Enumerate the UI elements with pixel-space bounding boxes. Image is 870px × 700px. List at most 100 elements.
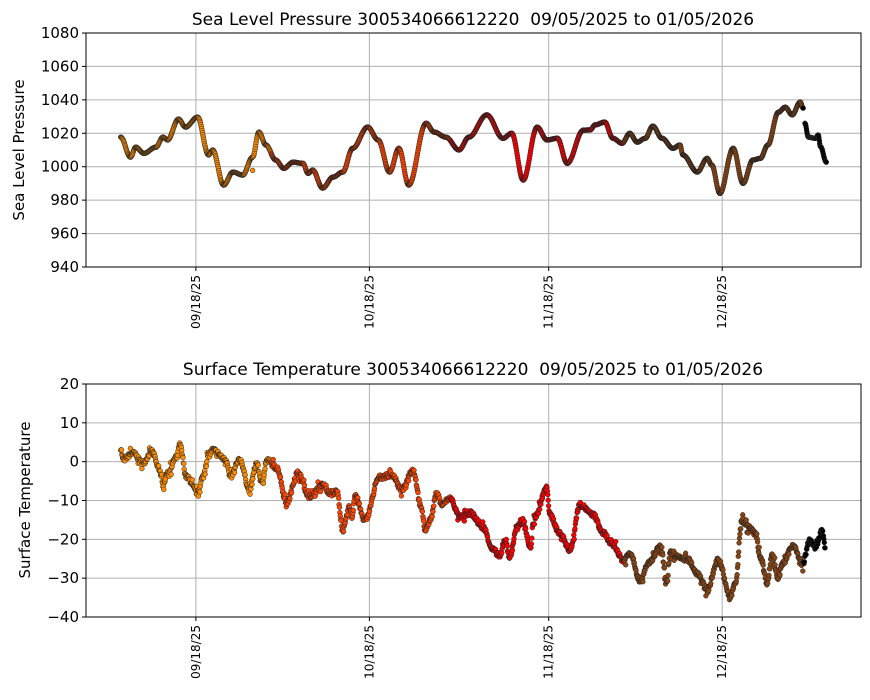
data-point bbox=[823, 159, 829, 165]
data-point bbox=[189, 477, 195, 483]
data-point bbox=[571, 536, 577, 542]
y-tick-label: −30 bbox=[47, 569, 79, 587]
data-point bbox=[729, 592, 735, 599]
data-point bbox=[250, 476, 256, 482]
data-point bbox=[531, 521, 538, 527]
data-point bbox=[181, 461, 187, 467]
surface-temperature-chart: Surface Temperature 300534066612220 09/0… bbox=[16, 360, 862, 679]
y-axis-label: Sea Level Pressure bbox=[10, 79, 28, 220]
data-point bbox=[760, 562, 766, 568]
data-point bbox=[660, 552, 666, 558]
data-point bbox=[277, 474, 284, 480]
data-point bbox=[529, 535, 535, 541]
data-point bbox=[340, 528, 347, 534]
data-point bbox=[743, 517, 749, 523]
data-point bbox=[661, 565, 668, 571]
data-point bbox=[288, 490, 295, 496]
data-point bbox=[429, 513, 435, 520]
data-point bbox=[249, 481, 255, 488]
data-point bbox=[301, 482, 308, 488]
data-point bbox=[260, 480, 267, 487]
x-tick-label: 09/18/25 bbox=[189, 275, 203, 329]
chart-title: Surface Temperature 300534066612220 09/0… bbox=[183, 360, 763, 380]
x-tick-label: 12/18/25 bbox=[715, 625, 729, 679]
data-point bbox=[772, 555, 778, 561]
y-tick-label: 20 bbox=[60, 375, 79, 393]
y-tick-label: 10 bbox=[60, 414, 79, 432]
data-point bbox=[772, 562, 778, 568]
data-point bbox=[356, 500, 363, 507]
data-point bbox=[738, 526, 744, 532]
data-point bbox=[613, 538, 619, 545]
data-point bbox=[461, 518, 467, 524]
data-point bbox=[666, 560, 672, 566]
data-point bbox=[736, 549, 742, 555]
grid bbox=[86, 32, 861, 268]
data-point bbox=[545, 492, 551, 498]
data-point bbox=[168, 471, 174, 478]
axes-frame bbox=[85, 32, 862, 268]
data-point bbox=[509, 547, 516, 553]
data-point bbox=[139, 465, 145, 472]
y-axis-label: Surface Temperature bbox=[16, 422, 34, 579]
data-point bbox=[821, 539, 827, 546]
data-point bbox=[480, 519, 486, 525]
data-point bbox=[336, 504, 343, 510]
data-point bbox=[406, 478, 412, 484]
data-point bbox=[803, 551, 809, 558]
data-point bbox=[736, 540, 742, 546]
data-point bbox=[204, 458, 210, 465]
data-point bbox=[197, 489, 203, 495]
x-tick-label: 11/18/25 bbox=[542, 625, 556, 679]
data-point bbox=[800, 568, 806, 574]
y-tick-label: 1080 bbox=[41, 24, 79, 42]
data-point bbox=[249, 167, 256, 174]
data-point bbox=[756, 544, 762, 550]
y-tick-label: 1020 bbox=[41, 124, 79, 142]
data-point bbox=[660, 559, 667, 566]
data-point bbox=[419, 508, 426, 515]
x-tick-label: 11/18/25 bbox=[542, 275, 556, 329]
data-point bbox=[767, 566, 773, 572]
data-point bbox=[573, 515, 580, 521]
data-point bbox=[754, 539, 761, 545]
data-point bbox=[336, 495, 342, 501]
data-point bbox=[431, 503, 437, 509]
data-point bbox=[766, 572, 772, 579]
x-tick-label: 09/18/25 bbox=[189, 625, 203, 679]
y-tick-label: 1060 bbox=[41, 57, 79, 75]
data-point bbox=[659, 544, 665, 550]
data-point bbox=[118, 447, 125, 453]
data-point bbox=[413, 477, 419, 483]
data-point bbox=[262, 466, 268, 472]
data-point bbox=[161, 486, 167, 493]
data-point bbox=[523, 526, 529, 532]
x-tick-label: 10/18/25 bbox=[362, 275, 376, 329]
data-point bbox=[572, 525, 578, 532]
data-point bbox=[734, 572, 740, 578]
data-point bbox=[247, 491, 253, 497]
data-point bbox=[786, 551, 792, 557]
data-point bbox=[822, 545, 828, 551]
data-point bbox=[287, 495, 293, 502]
data-point bbox=[499, 550, 505, 556]
data-point bbox=[708, 580, 714, 587]
data-point bbox=[640, 579, 646, 585]
y-tick-label: 980 bbox=[50, 191, 79, 209]
data-point bbox=[301, 477, 307, 483]
data-point bbox=[203, 463, 210, 469]
data-point bbox=[317, 488, 324, 495]
y-tick-label: −10 bbox=[47, 492, 79, 510]
sea-level-pressure-chart: Sea Level Pressure 300534066612220 09/05… bbox=[10, 10, 862, 329]
data-point bbox=[156, 463, 162, 469]
data-point bbox=[720, 567, 726, 573]
data-point bbox=[202, 471, 208, 477]
data-point bbox=[537, 506, 543, 513]
data-point bbox=[545, 497, 551, 503]
grid bbox=[86, 383, 861, 618]
data-point bbox=[754, 531, 760, 537]
y-tick-label: 1040 bbox=[41, 91, 79, 109]
y-tick-label: 960 bbox=[50, 225, 79, 243]
data-point bbox=[350, 507, 356, 513]
